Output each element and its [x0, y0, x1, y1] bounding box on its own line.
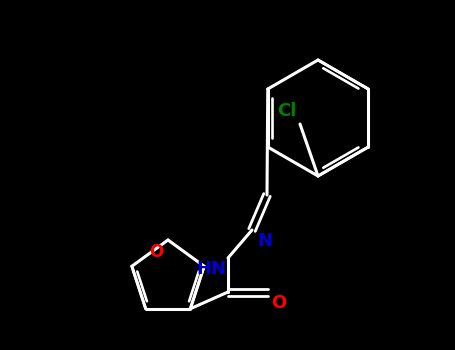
- Text: HN: HN: [196, 260, 226, 278]
- Text: Cl: Cl: [278, 102, 297, 120]
- Text: O: O: [149, 243, 163, 261]
- Text: O: O: [271, 294, 286, 312]
- Text: N: N: [257, 232, 272, 250]
